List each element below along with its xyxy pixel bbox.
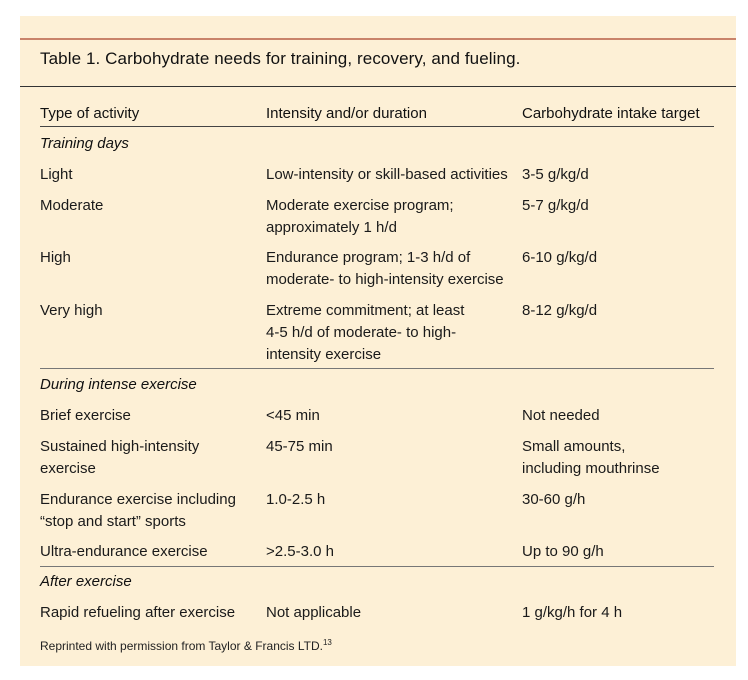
section-heading-after-exercise: After exercise [40,573,132,590]
table-cell-target: Small amounts, including mouthrinse [522,438,660,477]
footnote-reference: 13 [322,638,332,647]
table-cell-intensity: Moderate exercise program; approximately… [266,197,454,236]
table-cell-intensity: <45 min [266,407,320,424]
table-cell-intensity: Not applicable [266,604,362,621]
section-divider [40,566,714,567]
table-cell-activity: Very high [40,302,103,319]
table-cell-activity: Light [40,166,73,183]
table-cell-intensity: Extreme commitment; at least 4-5 h/d of … [266,302,465,363]
header-rule [40,126,714,127]
table-cell-target: 3-5 g/kg/d [522,166,589,183]
footnote-text: Reprinted with permission from Taylor & … [40,639,323,653]
table-cell-activity: Moderate [40,197,104,214]
section-divider [40,368,714,369]
section-heading-training-days: Training days [40,135,129,152]
table-cell-intensity: Endurance program; 1-3 h/d of moderate- … [266,249,504,288]
section-heading-during-exercise: During intense exercise [40,376,197,393]
table-cell-activity: Brief exercise [40,407,131,424]
table-cell-intensity: >2.5-3.0 h [266,543,334,560]
table-cell-activity: Endurance exercise including “stop and s… [40,491,236,530]
table-cell-target: 1 g/kg/h for 4 h [522,604,623,621]
table-cell-intensity: 45-75 min [266,438,333,455]
column-header-activity: Type of activity [40,105,140,122]
table-cell-target: 30-60 g/h [522,491,586,508]
column-header-target: Carbohydrate intake target [522,105,700,122]
table-cell-target: 6-10 g/kg/d [522,249,598,266]
top-accent-rule [20,38,736,40]
table-cell-activity: High [40,249,71,266]
table-cell-target: 5-7 g/kg/d [522,197,589,214]
table-panel: Table 1. Carbohydrate needs for training… [20,16,736,666]
table-cell-activity: Rapid refueling after exercise [40,604,236,621]
table-title: Table 1. Carbohydrate needs for training… [40,49,521,68]
table-cell-target: Not needed [522,407,600,424]
table-cell-intensity: 1.0-2.5 h [266,491,326,508]
table-cell-activity: Ultra-endurance exercise [40,543,208,560]
title-rule [20,86,736,87]
table-cell-target: Up to 90 g/h [522,543,604,560]
footnote: Reprinted with permission from Taylor & … [40,638,332,653]
table-cell-target: 8-12 g/kg/d [522,302,598,319]
table-cell-intensity: Low-intensity or skill-based activities [266,166,508,183]
table-cell-activity: Sustained high-intensity exercise [40,438,200,477]
column-header-intensity: Intensity and/or duration [266,105,427,122]
